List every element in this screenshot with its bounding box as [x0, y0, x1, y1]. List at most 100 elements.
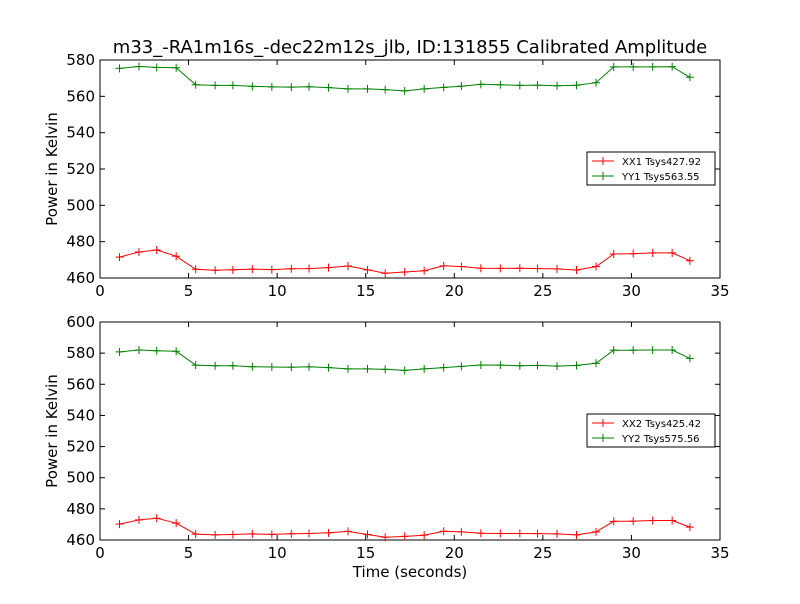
x-tick-label: 25	[533, 282, 552, 300]
y-tick-label: 520	[66, 438, 95, 456]
legend-label: XX2 Tsys425.42	[622, 419, 701, 430]
x-tick-label: 30	[622, 544, 641, 562]
data-point	[668, 62, 677, 71]
legend-entry: XX1 Tsys427.92	[592, 157, 701, 168]
y-tick-label: 600	[66, 313, 95, 331]
data-point	[363, 530, 372, 539]
data-point	[457, 527, 466, 536]
data-point	[228, 265, 237, 274]
data-point	[267, 530, 276, 539]
data-point	[344, 262, 352, 271]
series-2	[115, 62, 694, 95]
data-point	[344, 84, 352, 93]
data-point	[496, 80, 505, 89]
x-tick-label: 0	[95, 544, 105, 562]
data-point	[248, 82, 257, 91]
data-point	[115, 253, 124, 262]
data-point	[496, 529, 505, 538]
data-point	[553, 362, 562, 371]
data-point	[609, 250, 618, 259]
data-point	[228, 81, 237, 90]
data-point	[515, 529, 524, 538]
legend-entry: YY2 Tsys575.56	[592, 434, 700, 445]
legend-marker	[599, 434, 607, 442]
data-point	[248, 265, 257, 274]
data-point	[152, 246, 161, 255]
data-point	[592, 78, 600, 87]
data-point	[533, 81, 542, 90]
data-point	[228, 361, 237, 370]
data-point	[685, 73, 694, 82]
data-point	[420, 266, 429, 275]
data-point	[248, 362, 257, 371]
y-tick-label: 480	[66, 233, 95, 251]
series-2	[115, 346, 694, 375]
x-tick-label: 15	[356, 282, 375, 300]
data-point	[134, 62, 143, 71]
data-point	[363, 364, 372, 373]
data-point	[172, 347, 181, 356]
data-point	[363, 84, 372, 93]
data-point	[515, 81, 524, 90]
data-point	[152, 346, 161, 355]
legend-marker	[599, 172, 607, 180]
data-point	[400, 86, 409, 95]
data-point	[515, 361, 524, 370]
data-point	[420, 364, 429, 373]
legend-entry: XX2 Tsys425.42	[592, 419, 701, 430]
y-tick-label: 500	[66, 196, 95, 214]
data-point	[152, 514, 161, 523]
data-point	[191, 361, 200, 370]
data-point	[439, 83, 448, 92]
y-tick-label: 460	[66, 531, 95, 549]
y-tick-label: 520	[66, 160, 95, 178]
data-point	[553, 264, 562, 273]
data-point	[324, 83, 333, 92]
legend: XX1 Tsys427.92 YY1 Tsys563.55	[586, 151, 716, 186]
legend-marker	[599, 419, 607, 427]
legend: XX2 Tsys425.42 YY2 Tsys575.56	[586, 413, 716, 448]
data-point	[476, 80, 485, 89]
legend-label: YY2 Tsys575.56	[621, 434, 700, 445]
figure-title: m33_-RA1m16s_-dec22m12s_jlb, ID:131855 C…	[113, 37, 707, 58]
data-point	[211, 81, 220, 90]
data-point	[400, 366, 409, 375]
data-point	[381, 365, 390, 374]
data-point	[420, 84, 429, 93]
data-point	[648, 62, 657, 71]
data-point	[172, 252, 181, 261]
data-point	[648, 346, 657, 355]
x-tick-label: 35	[710, 544, 729, 562]
data-point	[287, 363, 296, 372]
data-point	[305, 362, 314, 371]
data-point	[363, 265, 372, 274]
data-point	[648, 248, 657, 257]
data-point	[152, 63, 161, 72]
data-point	[572, 361, 581, 370]
data-point	[287, 529, 296, 538]
data-point	[572, 266, 581, 275]
data-point	[533, 361, 542, 370]
chart-panel-2: 0 5 10 15 20 25 30 35 460 480 500 520 540 560 580 600 Po…	[43, 313, 730, 581]
data-point	[476, 529, 485, 538]
y-tick-label: 560	[66, 375, 95, 393]
x-tick-label: 5	[184, 282, 194, 300]
y-tick-label: 580	[66, 344, 95, 362]
data-point	[248, 529, 257, 538]
data-point	[476, 264, 485, 273]
data-point	[629, 346, 638, 355]
data-point	[191, 80, 200, 89]
data-point	[400, 532, 409, 541]
data-point	[668, 516, 677, 525]
y-tick-label: 500	[66, 469, 95, 487]
y-tick-label: 460	[66, 269, 95, 287]
data-point	[134, 515, 143, 524]
x-tick-label: 0	[95, 282, 105, 300]
data-point	[211, 266, 220, 275]
data-point	[572, 81, 581, 90]
data-point	[629, 62, 638, 71]
x-tick-label: 20	[445, 544, 464, 562]
data-point	[115, 520, 124, 529]
data-point	[496, 264, 505, 273]
